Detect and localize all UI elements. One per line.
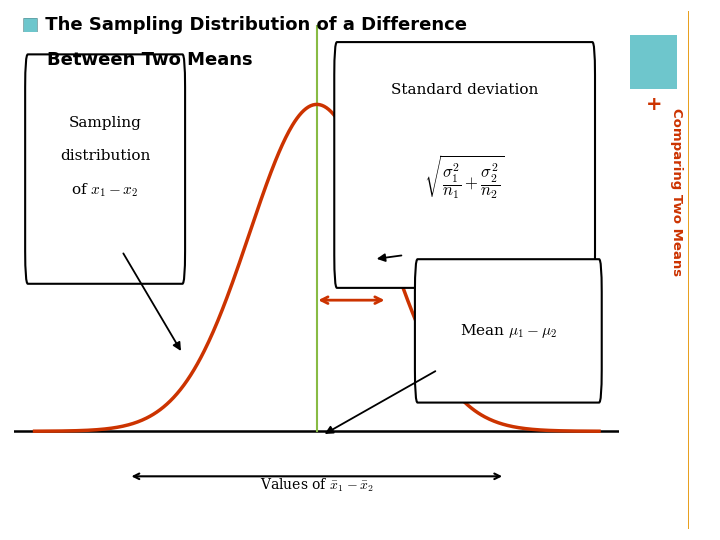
Text: Standard deviation: Standard deviation — [391, 83, 539, 97]
FancyBboxPatch shape — [334, 42, 595, 288]
Text: of $x_1-x_2$: of $x_1-x_2$ — [71, 181, 139, 199]
Text: Comparing Two Means: Comparing Two Means — [670, 108, 683, 276]
FancyBboxPatch shape — [415, 259, 602, 403]
Text: distribution: distribution — [60, 148, 150, 163]
Text: ■: ■ — [22, 16, 39, 34]
Text: Between Two Means: Between Two Means — [22, 51, 252, 69]
Text: +: + — [646, 94, 662, 113]
Text: Values of $\bar{x}_1 - \bar{x}_2$: Values of $\bar{x}_1 - \bar{x}_2$ — [260, 477, 374, 495]
Text: ■ The Sampling Distribution of a Difference: ■ The Sampling Distribution of a Differe… — [22, 16, 467, 34]
Text: Mean $\mu_1-\mu_2$: Mean $\mu_1-\mu_2$ — [460, 322, 557, 340]
FancyBboxPatch shape — [25, 55, 185, 284]
Text: $\sqrt{\dfrac{\sigma_1^2}{n_1}+\dfrac{\sigma_2^2}{n_2}}$: $\sqrt{\dfrac{\sigma_1^2}{n_1}+\dfrac{\s… — [425, 154, 505, 201]
Text: Sampling: Sampling — [68, 116, 142, 130]
